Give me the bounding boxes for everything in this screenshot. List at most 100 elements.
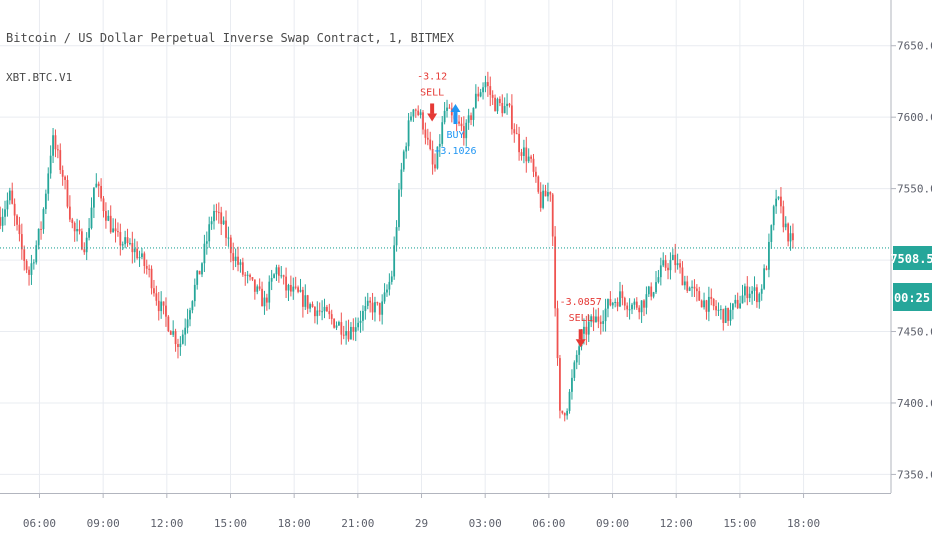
candle-body <box>107 215 110 221</box>
candle-body <box>539 191 542 208</box>
candle-body <box>650 286 653 297</box>
candle-body <box>631 304 633 310</box>
candle-body <box>165 305 167 317</box>
candle-body <box>520 152 523 156</box>
candle-body <box>306 295 309 309</box>
candle-body <box>280 275 283 277</box>
sell-arrow-shaft <box>578 329 583 340</box>
candle-body <box>422 112 424 130</box>
candle-body <box>645 294 648 308</box>
sell-signal-value: -3.12 <box>417 71 447 82</box>
candle-body <box>181 334 184 344</box>
candle-body <box>792 233 794 241</box>
candle-body <box>143 253 146 267</box>
candle-body <box>261 288 263 307</box>
candle-body <box>671 254 674 261</box>
candle-body <box>707 296 710 312</box>
price-badge: 7508.5 00:25 <box>890 246 932 311</box>
candle-body <box>652 292 655 297</box>
candle-body <box>602 321 605 324</box>
candle-body <box>251 277 254 280</box>
candle-body <box>294 286 297 288</box>
candle-body <box>203 243 206 264</box>
candle-body <box>381 301 384 315</box>
last-price-badge <box>893 246 932 270</box>
candle-body <box>347 331 350 340</box>
candle-body <box>90 207 93 229</box>
candle-body <box>474 93 477 108</box>
candle-body <box>434 164 436 169</box>
candle-body <box>220 212 223 225</box>
last-price-value: 7508.5 <box>890 252 932 266</box>
candle-body <box>772 206 775 226</box>
candle-body <box>311 304 314 308</box>
candle-body <box>237 256 239 265</box>
x-tick-label: 09:00 <box>87 517 120 530</box>
candle-body <box>419 112 422 115</box>
candle-body <box>681 267 684 286</box>
candle-body <box>117 231 119 233</box>
sell-arrow-shaft <box>430 103 435 114</box>
candle-body <box>198 270 201 275</box>
candle-body <box>777 196 780 199</box>
sell-signal-label: SELL <box>420 87 444 98</box>
candle-body <box>458 121 460 124</box>
sell-signal-label: SELL <box>569 313 593 324</box>
candle-body <box>635 301 638 308</box>
candle-body <box>448 107 451 109</box>
candle-body <box>68 206 71 220</box>
candle-body <box>611 302 614 306</box>
candle-body <box>217 212 220 214</box>
candle-body <box>679 263 681 268</box>
candle-body <box>222 220 225 225</box>
candle-body <box>748 293 751 299</box>
candle-body <box>184 327 187 335</box>
time-axis[interactable]: 06:00 09:00 12:00 15:00 18:00 21:00 29 03:00 06:… <box>23 493 820 530</box>
candle-body <box>470 115 472 120</box>
candle-body <box>542 190 545 208</box>
candle-body <box>318 310 321 312</box>
candle-body <box>253 279 256 292</box>
y-tick-label: 7600.0 <box>897 111 932 124</box>
candle-body <box>683 281 686 286</box>
candle-body <box>734 299 737 304</box>
candle-body <box>441 122 444 144</box>
candle-body <box>575 354 578 363</box>
candle-body <box>44 193 47 210</box>
candle-body <box>292 286 295 292</box>
candle-body <box>527 156 530 162</box>
candle-body <box>273 274 275 278</box>
candle-body <box>4 209 6 217</box>
candle-body <box>129 243 131 245</box>
candle-body <box>205 241 208 244</box>
x-tick-label: 03:00 <box>469 517 502 530</box>
candle-body <box>515 133 518 135</box>
candle-body <box>789 233 792 242</box>
candle-body <box>114 228 117 232</box>
candle-body <box>530 156 533 159</box>
candle-body <box>172 331 175 335</box>
candle-body <box>23 249 26 261</box>
chart-title: Bitcoin / US Dollar Perpetual Inverse Sw… <box>6 31 454 45</box>
candle-body <box>160 301 163 312</box>
candle-body <box>712 298 715 307</box>
candle-body <box>32 262 35 264</box>
candle-body <box>559 358 561 411</box>
candle-body <box>438 143 441 147</box>
candle-body <box>210 221 213 225</box>
candle-body <box>157 300 160 312</box>
candle-body <box>191 301 194 311</box>
candle-body <box>201 263 203 275</box>
candle-body <box>345 331 348 336</box>
candle-body <box>400 169 403 190</box>
candle-body <box>669 260 672 271</box>
candle-body <box>388 281 391 290</box>
candle-body <box>556 308 559 359</box>
candle-body <box>496 98 499 112</box>
candle-body <box>717 309 720 311</box>
candle-body <box>703 300 705 308</box>
candle-body <box>775 198 778 207</box>
candle-body <box>729 309 732 321</box>
candle-body <box>751 290 754 294</box>
